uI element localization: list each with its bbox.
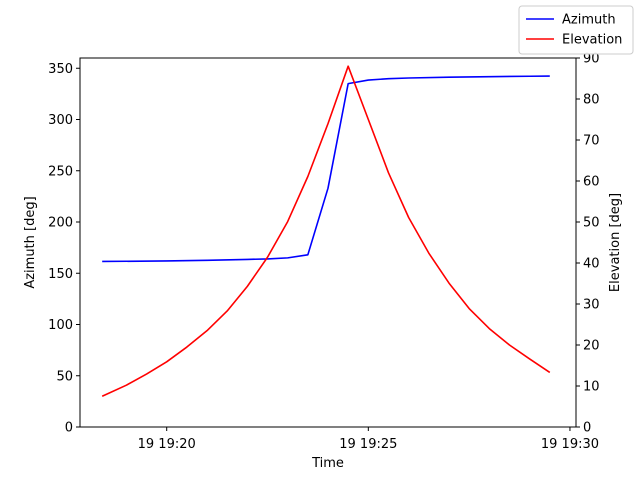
x-axis-label: Time <box>311 456 344 471</box>
y-right-tick-label: 50 <box>583 216 600 231</box>
y-axis-right-label: Elevation [deg] <box>608 193 623 292</box>
y-left-tick-label: 250 <box>48 164 73 179</box>
x-tick-label: 19 19:25 <box>339 437 397 452</box>
legend-box <box>518 5 634 55</box>
y-right-tick-label: 40 <box>583 257 600 272</box>
y-left-tick-label: 0 <box>65 421 73 436</box>
ticks-layer: 0 50 100 150 200 250 300 350 0 10 20 30 40 50 60 70 80 90… <box>48 52 599 453</box>
legend-label-elevation: Elevation <box>562 33 622 48</box>
y-right-tick-label: 90 <box>583 52 600 67</box>
legend-label-azimuth: Azimuth <box>562 13 616 28</box>
y-left-tick-label: 200 <box>48 216 73 231</box>
y-left-tick-label: 50 <box>56 369 73 384</box>
y-right-tick-label: 20 <box>583 339 600 354</box>
y-right-tick-label: 10 <box>583 380 600 395</box>
y-left-tick-label: 300 <box>48 113 73 128</box>
plot-frame <box>79 57 577 428</box>
legend: Azimuth Elevation <box>518 5 634 55</box>
y-right-tick-label: 70 <box>583 134 600 149</box>
y-right-tick-label: 80 <box>583 93 600 108</box>
x-tick-label: 19 19:20 <box>138 437 196 452</box>
y-left-tick-label: 100 <box>48 318 73 333</box>
y-axis-left-label: Azimuth [deg] <box>23 196 38 288</box>
x-tick-label: 19 19:30 <box>541 437 599 452</box>
series-layer <box>101 65 551 397</box>
y-right-tick-label: 30 <box>583 298 600 313</box>
series-line-azimuth <box>102 75 550 263</box>
series-line-elevation <box>101 65 551 397</box>
y-left-tick-label: 150 <box>48 267 73 282</box>
y-right-tick-label: 60 <box>583 175 600 190</box>
plot-area <box>79 57 577 428</box>
y-left-tick-label: 350 <box>48 62 73 77</box>
y-right-tick-label: 0 <box>583 421 591 436</box>
